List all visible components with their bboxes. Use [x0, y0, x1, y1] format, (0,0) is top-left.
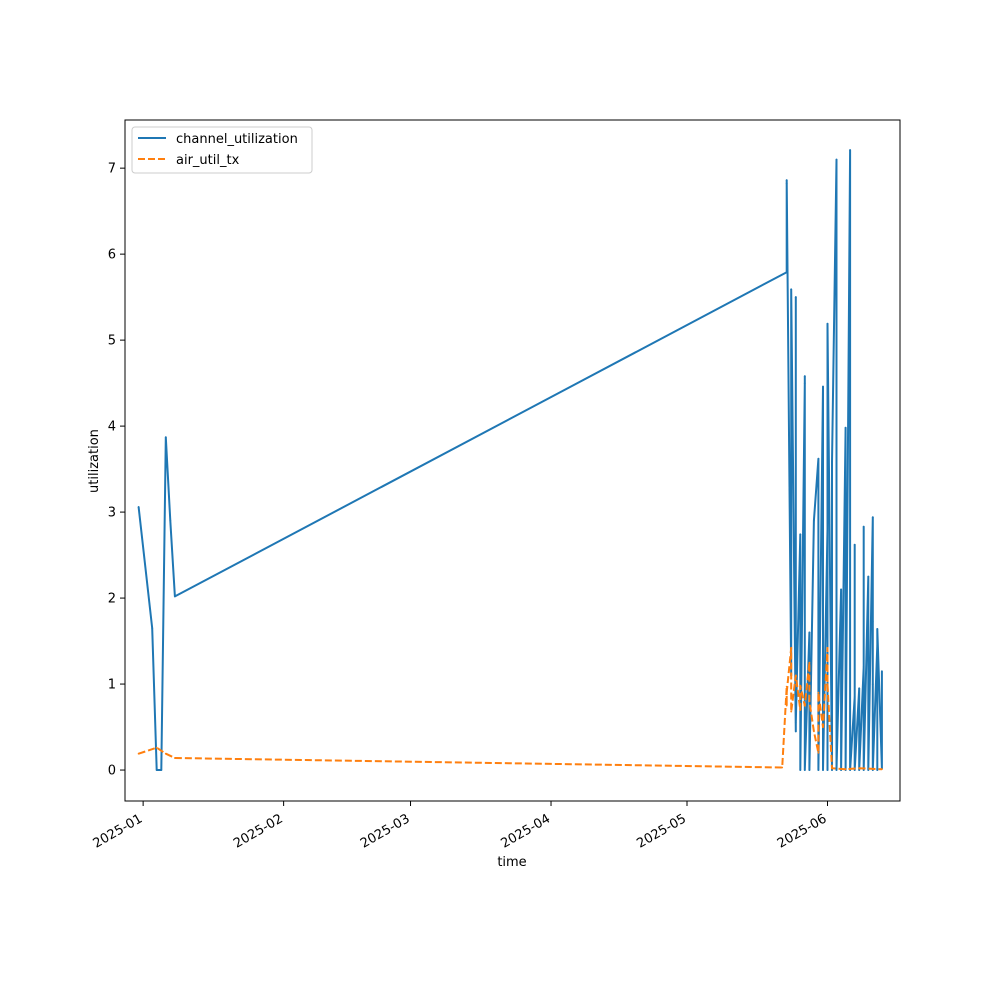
legend-label-air-util-tx: air_util_tx	[176, 153, 240, 168]
data-point-channel-utilization-44	[858, 769, 861, 771]
data-point-air-util-tx-5	[785, 685, 788, 688]
data-point-channel-utilization-40	[853, 696, 856, 698]
data-point-channel-utilization-55	[876, 769, 879, 771]
data-point-air-util-tx-14	[808, 661, 811, 664]
data-point-channel-utilization-12	[794, 730, 797, 733]
data-point-channel-utilization-3	[160, 769, 163, 771]
data-point-channel-utilization-52	[871, 620, 874, 623]
data-point-channel-utilization-8	[785, 182, 788, 185]
data-point-air-util-tx-17	[817, 751, 820, 754]
data-point-air-util-tx-23	[844, 768, 847, 771]
series-line-air-util-tx	[138, 646, 882, 771]
data-point-channel-utilization-0	[137, 506, 140, 508]
data-point-channel-utilization-56	[876, 628, 879, 630]
series-layer	[137, 149, 883, 771]
data-point-air-util-tx-13	[803, 704, 806, 707]
x-axis-label: time	[497, 855, 526, 870]
data-point-channel-utilization-14	[794, 721, 797, 724]
y-tick-label-4: 4	[108, 420, 116, 435]
data-point-channel-utilization-29	[826, 322, 829, 325]
data-point-air-util-tx-1	[155, 746, 158, 749]
data-point-air-util-tx-4	[781, 766, 784, 769]
data-point-air-util-tx-21	[826, 683, 829, 685]
data-point-channel-utilization-20	[808, 631, 811, 634]
data-point-channel-utilization-36	[844, 426, 847, 429]
data-point-channel-utilization-25	[822, 385, 824, 388]
y-tick-label-5: 5	[108, 334, 116, 349]
data-point-channel-utilization-22	[813, 519, 815, 522]
y-tick-label-1: 1	[108, 678, 116, 693]
data-point-channel-utilization-47	[862, 769, 865, 771]
data-point-channel-utilization-4	[164, 436, 167, 439]
data-point-channel-utilization-23	[817, 457, 820, 460]
data-point-channel-utilization-9	[785, 179, 788, 182]
data-point-channel-utilization-30	[831, 769, 833, 771]
data-point-channel-utilization-5	[169, 519, 172, 522]
data-point-air-util-tx-19	[822, 726, 824, 728]
y-tick-label-6: 6	[108, 248, 116, 263]
legend-label-channel-utilization: channel_utilization	[176, 132, 298, 147]
plot-area-frame	[124, 119, 901, 802]
data-point-channel-utilization-34	[840, 588, 842, 591]
data-point-channel-utilization-6	[174, 595, 176, 598]
y-tick-label-0: 0	[108, 764, 116, 779]
data-point-air-util-tx-18	[817, 691, 820, 694]
data-point-air-util-tx-7	[785, 691, 788, 694]
data-point-channel-utilization-43	[858, 687, 861, 690]
data-point-air-util-tx-2	[164, 752, 167, 755]
data-point-air-util-tx-8	[790, 647, 793, 649]
data-point-channel-utilization-15	[799, 533, 802, 536]
y-tick-label-7: 7	[108, 162, 116, 177]
data-point-channel-utilization-2	[155, 769, 158, 771]
y-tick-label-2: 2	[108, 592, 116, 607]
data-point-channel-utilization-26	[822, 769, 824, 771]
y-axis: 0 1 2 3 4 5 6 7	[108, 162, 125, 779]
series-air-util-tx	[137, 646, 883, 771]
data-point-air-util-tx-15	[808, 700, 811, 703]
data-point-channel-utilization-1	[151, 627, 154, 630]
data-point-air-util-tx-0	[137, 752, 140, 755]
y-tick-label-3: 3	[108, 506, 116, 521]
data-point-channel-utilization-7	[785, 271, 788, 274]
data-point-air-util-tx-6	[785, 704, 788, 707]
data-point-channel-utilization-58	[881, 670, 883, 673]
data-point-channel-utilization-51	[871, 683, 874, 685]
data-point-air-util-tx-20	[826, 647, 829, 649]
data-point-channel-utilization-16	[799, 769, 802, 771]
data-point-air-util-tx-25	[881, 768, 883, 771]
data-point-channel-utilization-27	[826, 528, 829, 531]
data-point-channel-utilization-41	[853, 543, 856, 546]
data-point-air-util-tx-9	[790, 710, 793, 713]
data-point-air-util-tx-10	[794, 674, 797, 677]
data-point-channel-utilization-50	[871, 516, 874, 519]
data-point-channel-utilization-32	[835, 158, 838, 161]
data-point-channel-utilization-45	[862, 666, 865, 668]
data-point-channel-utilization-38	[849, 149, 851, 152]
data-point-channel-utilization-48	[867, 575, 870, 578]
data-point-channel-utilization-17	[803, 382, 806, 384]
legend-box	[131, 126, 313, 174]
y-axis-label: utilization	[87, 429, 102, 493]
data-point-channel-utilization-33	[835, 769, 838, 771]
data-point-channel-utilization-31	[831, 461, 833, 464]
legend: channel_utilization air_util_tx	[131, 126, 313, 174]
data-point-channel-utilization-18	[803, 375, 806, 378]
data-point-air-util-tx-24	[858, 767, 861, 770]
data-point-channel-utilization-24	[817, 769, 820, 771]
data-point-air-util-tx-3	[174, 757, 176, 759]
data-point-air-util-tx-22	[831, 767, 833, 770]
data-point-channel-utilization-11	[790, 288, 793, 291]
data-point-air-util-tx-12	[799, 684, 802, 687]
data-point-channel-utilization-13	[794, 296, 797, 298]
data-point-channel-utilization-28	[826, 769, 829, 771]
data-point-air-util-tx-16	[813, 730, 815, 733]
data-point-channel-utilization-46	[862, 525, 865, 528]
data-point-air-util-tx-11	[799, 709, 802, 711]
data-point-channel-utilization-54	[876, 644, 879, 647]
data-point-channel-utilization-21	[808, 769, 811, 771]
data-point-channel-utilization-19	[803, 769, 806, 771]
